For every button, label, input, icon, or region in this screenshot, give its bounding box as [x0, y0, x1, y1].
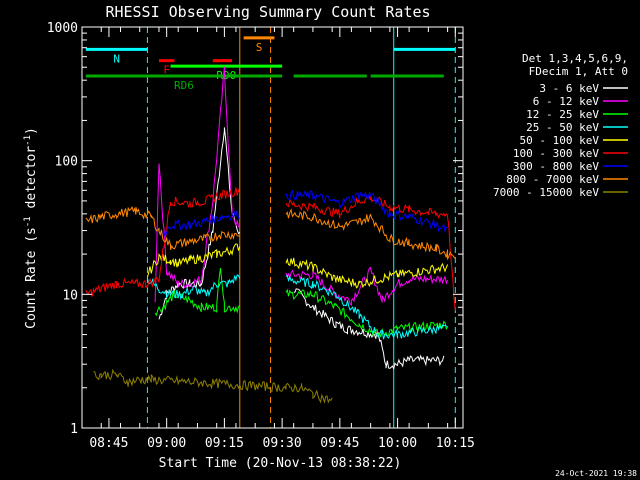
x-tick-label: 10:15: [436, 436, 475, 451]
legend-label: 800 - 7000 keV: [506, 173, 599, 186]
chart-title: RHESSI Observing Summary Count Rates: [105, 3, 430, 21]
x-tick-label: 10:00: [378, 436, 417, 451]
x-axis: 08:45 09:00 09:15 09:30 09:45 10:00 10:15: [81, 27, 475, 451]
legend-label: 100 - 300 keV: [513, 147, 599, 160]
y-tick-label: 1000: [47, 21, 78, 36]
state-bar-label: N: [113, 52, 120, 65]
legend-label: 6 - 12 keV: [533, 95, 600, 108]
legend-header: Det 1,3,4,5,6,9,: [522, 52, 628, 65]
y-tick-label: 1: [70, 422, 78, 437]
legend-label: 25 - 50 keV: [526, 121, 599, 134]
legend-label: 300 - 800 keV: [513, 160, 599, 173]
y-axis-label: Count Rate (s-1 detector-1): [23, 127, 39, 329]
state-bar-label: S: [256, 41, 263, 54]
state-bar-label: F: [163, 64, 170, 77]
annotation-layer: NFSRD0RD6: [85, 27, 456, 428]
legend-label: 50 - 100 keV: [520, 134, 600, 147]
legend-label: 3 - 6 keV: [539, 82, 599, 95]
series-layer: [85, 66, 456, 404]
series-line-3: [146, 274, 448, 340]
plot-frame: [81, 26, 464, 429]
legend-label: 7000 - 15000 keV: [493, 186, 599, 199]
series-line-4: [146, 243, 449, 289]
series-line-7: [85, 205, 456, 261]
series-line-0: [158, 127, 445, 371]
legend-label: 12 - 25 keV: [526, 108, 599, 121]
state-bar-label: RD6: [174, 79, 194, 92]
y-axis: 1 10 100 1000: [47, 21, 463, 437]
y-tick-label: 100: [55, 155, 78, 170]
legend-header: FDecim 1, Att 0: [529, 65, 628, 78]
series-line-8: [93, 368, 333, 404]
x-tick-label: 09:45: [320, 436, 359, 451]
x-tick-label: 09:30: [263, 436, 302, 451]
timestamp: 24-Oct-2021 19:38: [555, 469, 637, 478]
x-axis-label: Start Time (20-Nov-13 08:38:22): [159, 456, 402, 471]
x-tick-label: 09:15: [205, 436, 244, 451]
series-line-2: [154, 267, 449, 338]
x-tick-label: 09:00: [147, 436, 186, 451]
series-line-6: [154, 189, 448, 238]
x-tick-label: 08:45: [89, 436, 128, 451]
y-tick-label: 10: [62, 288, 78, 303]
legend: Det 1,3,4,5,6,9,FDecim 1, Att 0 3 - 6 keV…: [493, 52, 628, 199]
